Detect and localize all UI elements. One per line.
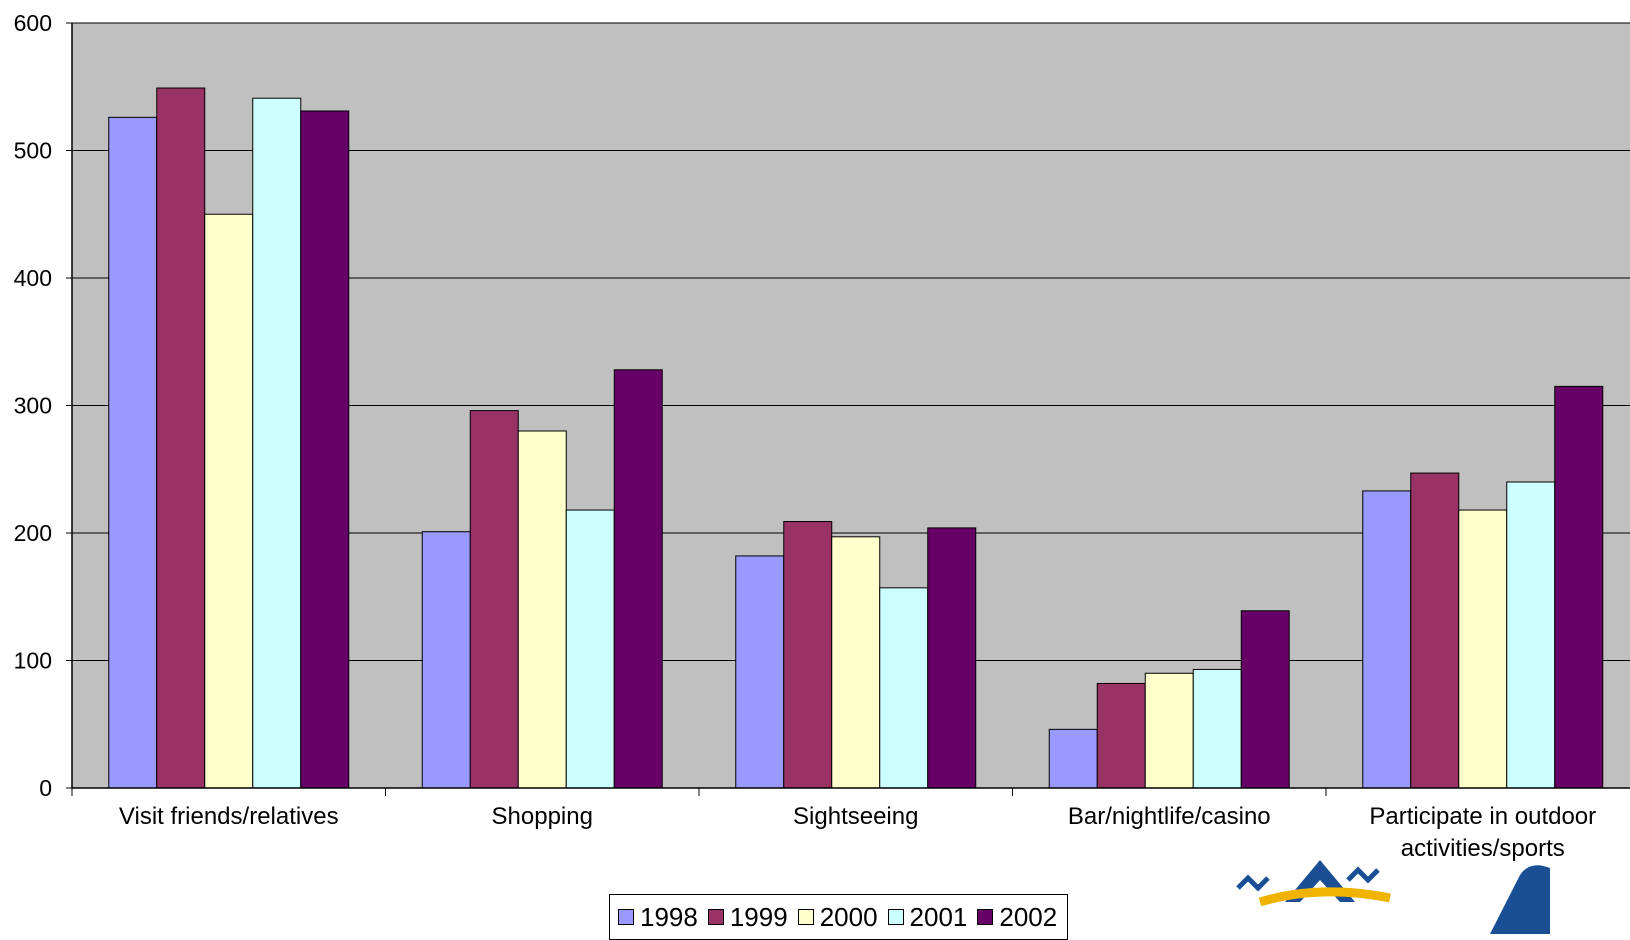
y-axis-tick-labels: 0 100 200 300 400 500 600 xyxy=(14,10,52,801)
bar-1998 xyxy=(735,555,785,789)
bar-2000 xyxy=(1144,672,1194,789)
y-tick-label: 400 xyxy=(14,265,52,291)
bar-2002 xyxy=(927,527,977,789)
x-axis-category-labels: Visit friends/relatives Shopping Sightseei… xyxy=(119,803,1596,862)
bar-1998 xyxy=(1048,728,1098,789)
legend-item: 1999 xyxy=(707,901,788,933)
axes xyxy=(66,22,1630,796)
legend-swatch xyxy=(977,909,994,925)
bar-2001 xyxy=(1192,668,1242,789)
legend-label: 1998 xyxy=(640,901,698,932)
bar-2002 xyxy=(1554,385,1604,789)
legend-label: 2002 xyxy=(999,901,1058,932)
legend-item: 1998 xyxy=(618,902,698,933)
bar-2001 xyxy=(252,97,302,789)
category-label: Bar/nightlife/casino xyxy=(1068,803,1271,830)
legend-label: 1999 xyxy=(729,901,788,932)
bar-2001 xyxy=(879,587,929,789)
bar-1998 xyxy=(421,531,471,789)
legend-swatch xyxy=(887,909,904,925)
y-tick-label: 600 xyxy=(14,10,52,36)
bar-2000 xyxy=(1458,509,1508,789)
bar-1999 xyxy=(156,87,206,789)
bar-1998 xyxy=(1362,490,1412,789)
legend-item: 2002 xyxy=(977,902,1057,933)
bar-1998 xyxy=(108,116,158,789)
y-tick-label: 0 xyxy=(39,775,52,801)
category-label: Shopping xyxy=(492,803,593,830)
legend-swatch xyxy=(618,909,634,925)
legend-item: 2001 xyxy=(887,901,968,933)
bar-1999 xyxy=(1096,682,1146,789)
y-tick-label: 100 xyxy=(14,648,52,674)
bar-1999 xyxy=(469,410,519,789)
category-label: Visit friends/relatives xyxy=(119,803,339,830)
category-label: activities/sports xyxy=(1401,835,1565,862)
bar-2000 xyxy=(517,430,567,789)
bars xyxy=(108,87,1604,789)
bar-2000 xyxy=(204,213,254,789)
legend: 1998 1999 2000 2001 2002 xyxy=(609,894,1069,940)
y-tick-label: 300 xyxy=(14,393,52,419)
y-tick-label: 500 xyxy=(14,138,52,164)
bar-2001 xyxy=(1506,481,1556,789)
bar-2002 xyxy=(1240,610,1290,789)
legend-label: 2001 xyxy=(909,901,968,932)
bar-2001 xyxy=(565,509,615,789)
legend-swatch xyxy=(707,909,724,925)
legend-label: 2000 xyxy=(819,901,878,932)
category-label: Sightseeing xyxy=(793,803,918,830)
bar-2002 xyxy=(300,110,350,789)
bar-2002 xyxy=(613,369,663,789)
bar-1999 xyxy=(1410,472,1460,789)
category-label: Participate in outdoor xyxy=(1369,803,1596,830)
legend-swatch xyxy=(797,909,814,925)
mountain-logo-icon xyxy=(1236,860,1550,934)
legend-item: 2000 xyxy=(797,901,878,933)
bar-1999 xyxy=(783,521,833,789)
bar-2000 xyxy=(831,536,881,789)
y-tick-label: 200 xyxy=(14,520,52,546)
